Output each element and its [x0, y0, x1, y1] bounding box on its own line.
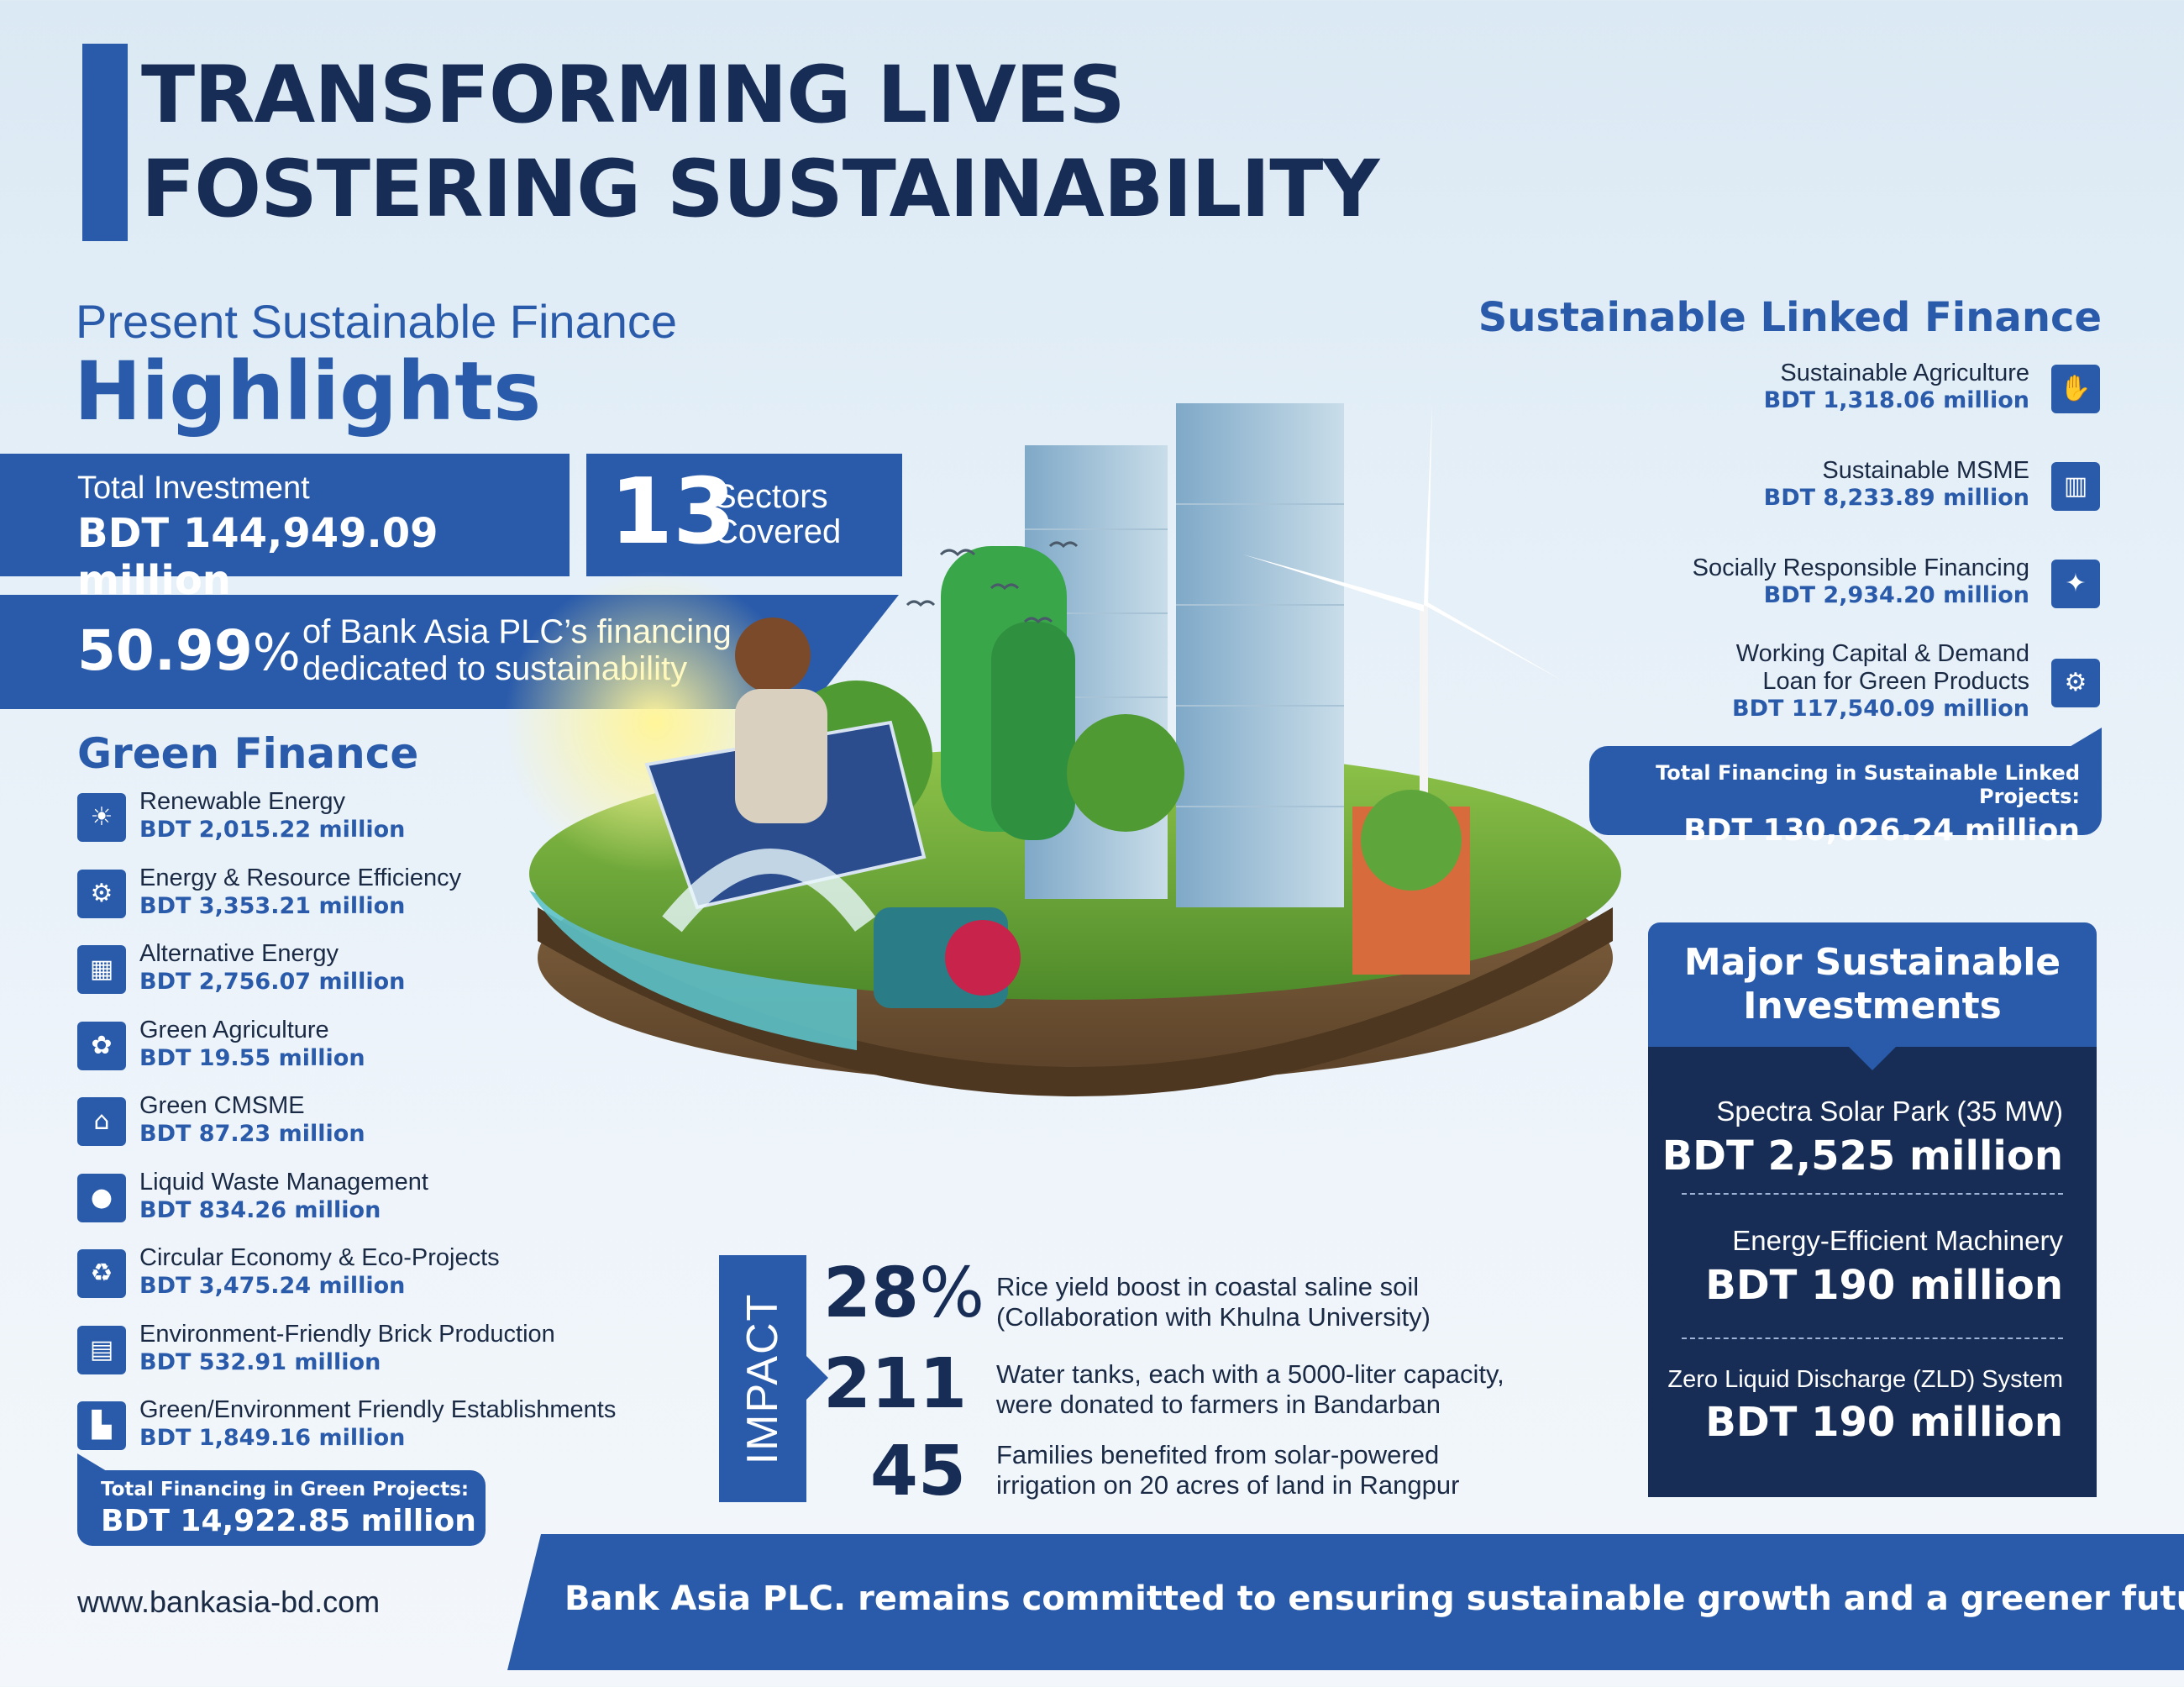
linked-finance-title: Sustainable Linked Finance	[1478, 294, 2102, 341]
total-investment-label: Total Investment	[77, 470, 310, 506]
impact-stat-text: Water tanks, each with a 5000-liter capa…	[996, 1359, 1504, 1419]
list-item: Sustainable MSME BDT 8,233.89 million ▥	[1512, 457, 2100, 511]
list-item: Working Capital & Demand Loan for Green …	[1512, 640, 2100, 722]
list-item: ⚙ Energy & Resource Efficiency BDT 3,353…	[77, 865, 682, 941]
list-item: Spectra Solar Park (35 MW) BDT 2,525 mil…	[1662, 1096, 2063, 1180]
list-item: ♻ Circular Economy & Eco-Projects BDT 3,…	[77, 1244, 682, 1321]
sustainability-percentage: 50.99%	[77, 618, 301, 683]
list-item: ▤ Environment-Friendly Brick Production …	[77, 1321, 682, 1397]
sectors-label: Sectors Covered	[714, 478, 842, 550]
sectors-count: 13	[610, 460, 737, 565]
list-item: ☀ Renewable Energy BDT 2,015.22 million	[77, 788, 682, 865]
linked-total-tab	[2068, 728, 2102, 748]
impact-label: IMPACT	[719, 1255, 806, 1502]
list-item: ✿ Green Agriculture BDT 19.55 million	[77, 1017, 682, 1093]
birds	[906, 541, 1079, 624]
list-item: ▦ Alternative Energy BDT 2,756.07 millio…	[77, 940, 682, 1017]
recycle-icon: ♻	[77, 1249, 126, 1298]
factory-icon: ▙	[77, 1401, 126, 1450]
total-investment-box: Total Investment BDT 144,949.09 million	[0, 454, 570, 604]
major-investments-panel: Spectra Solar Park (35 MW) BDT 2,525 mil…	[1648, 1047, 2097, 1497]
gear-leaf-icon: ⚙	[2051, 659, 2100, 707]
green-finance-list: ☀ Renewable Energy BDT 2,015.22 million …	[77, 788, 682, 1473]
impact-stat-text: Rice yield boost in coastal saline soil(…	[996, 1272, 1431, 1332]
linked-finance-total: Total Financing in Sustainable Linked Pr…	[1589, 746, 2102, 848]
impact-stat-number: 211	[823, 1344, 968, 1424]
impact-stat-number: 45	[869, 1432, 966, 1511]
sustainability-island-illustration	[504, 403, 1621, 1096]
title-accent-bar	[82, 44, 128, 241]
impact-stat-text: Families benefited from solar-powered irr…	[996, 1440, 1460, 1500]
wind-turbine	[1420, 605, 1428, 958]
plant-icon: ✿	[77, 1021, 126, 1070]
hand-plant-icon: ✋	[2051, 365, 2100, 413]
major-investments-header: Major Sustainable Investments	[1648, 922, 2097, 1047]
footer-band	[507, 1534, 2184, 1670]
renewable-energy-icon: ☀	[77, 793, 126, 842]
list-item: ⌂ Green CMSME BDT 87.23 million	[77, 1092, 682, 1169]
divider	[1682, 1338, 2063, 1339]
list-item: Energy-Efficient Machinery BDT 190 milli…	[1705, 1225, 2063, 1309]
building-icon: ▥	[2051, 462, 2100, 511]
farmer	[735, 618, 811, 693]
solar-panel-icon: ▦	[77, 945, 126, 994]
divider	[1682, 1193, 2063, 1195]
list-item: Sustainable Agriculture BDT 1,318.06 mil…	[1512, 360, 2100, 413]
green-finance-total: Total Financing in Green Projects: BDT 1…	[77, 1470, 486, 1546]
sectors-box: 13 Sectors Covered	[586, 454, 902, 576]
website-link[interactable]: www.bankasia-bd.com	[77, 1585, 381, 1619]
list-item: ▙ Green/Environment Friendly Establishme…	[77, 1396, 682, 1473]
building	[1176, 403, 1344, 907]
gears-icon: ⚙	[77, 869, 126, 918]
list-item: Zero Liquid Discharge (ZLD) System BDT 1…	[1667, 1366, 2063, 1446]
green-finance-title: Green Finance	[77, 729, 419, 778]
footer-tagline: Bank Asia PLC. remains committed to ensu…	[564, 1579, 2184, 1618]
highlights-title: Highlights	[74, 344, 542, 439]
impact-stat-number: 28%	[823, 1253, 985, 1333]
page-title: TRANSFORMING LIVES FOSTERING SUSTAINABIL…	[141, 50, 1379, 235]
handshake-icon: ✦	[2051, 560, 2100, 608]
shop-icon: ⌂	[77, 1097, 126, 1146]
highlights-subtitle: Present Sustainable Finance	[76, 295, 677, 348]
brick-icon: ▤	[77, 1325, 126, 1374]
list-item: ● Liquid Waste Management BDT 834.26 mil…	[77, 1169, 682, 1245]
water-drop-icon: ●	[77, 1173, 126, 1222]
list-item: Socially Responsible Financing BDT 2,934…	[1512, 554, 2100, 608]
total-investment-value: BDT 144,949.09 million	[77, 510, 438, 604]
